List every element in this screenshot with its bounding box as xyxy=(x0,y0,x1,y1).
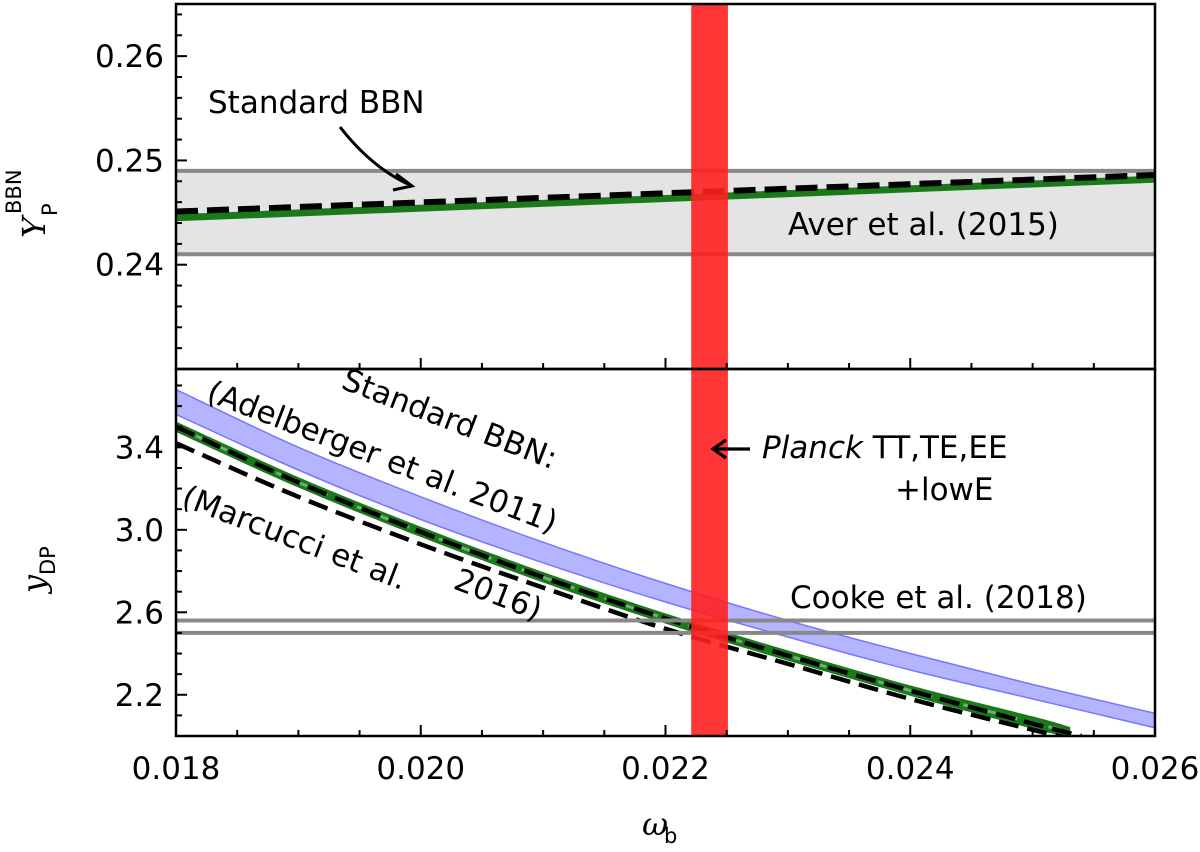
bottom-y-tick-label: 3.0 xyxy=(115,513,164,549)
marcucci-green-band xyxy=(176,421,1071,736)
standard-bbn-label: Standard BBN xyxy=(208,85,425,121)
top-ylabel-sup: BBN xyxy=(2,169,26,214)
bottom-ylabel: y DP xyxy=(15,546,60,595)
planck-arrow xyxy=(710,438,750,460)
bottom-y-tick-label: 3.4 xyxy=(115,430,164,466)
axes-layer: 0.24 0.25 0.26 2.2 2.6 3.0 3.4 0.018 0.020 0.022 0… xyxy=(95,2,1200,787)
top-ylabel-sub: P xyxy=(38,203,62,216)
standard-bbn-arrow xyxy=(338,126,411,187)
top-green-line xyxy=(176,175,1155,222)
top-ylabel: Y BBN P xyxy=(2,169,62,238)
bottom-y-tick-label: 2.2 xyxy=(115,678,164,714)
x-tick-label: 0.026 xyxy=(1111,751,1200,787)
bottom-ylabel-main: y xyxy=(15,574,53,595)
aver-label: Aver et al. (2015) xyxy=(788,207,1059,243)
x-tick-label: 0.020 xyxy=(376,751,465,787)
x-tick-label: 0.024 xyxy=(866,751,955,787)
standard-bbn-arrowhead xyxy=(392,172,416,192)
top-y-tick-label: 0.25 xyxy=(95,143,164,179)
x-tick-label: 0.018 xyxy=(132,751,221,787)
xlabel-sub: b xyxy=(664,824,677,848)
xlabel: ω b xyxy=(642,805,677,848)
planck-label-rest: TT,TE,EE xyxy=(863,430,1008,466)
planck-label-italic: Planck xyxy=(762,430,864,466)
green-band-center-dashes xyxy=(176,425,1070,734)
adelberger-blue-band xyxy=(176,388,1155,729)
planck-label-line2: +lowE xyxy=(895,472,994,508)
top-ylabel-main: Y xyxy=(15,214,53,238)
standard-bbn-dashed-line xyxy=(176,172,1155,215)
xlabel-main: ω xyxy=(642,805,668,843)
cooke-label: Cooke et al. (2018) xyxy=(790,580,1087,616)
planck-label-line1: Planck TT,TE,EE xyxy=(762,430,1008,466)
top-y-tick-label: 0.24 xyxy=(95,248,164,284)
x-tick-label: 0.022 xyxy=(621,751,710,787)
bottom-y-tick-label: 2.6 xyxy=(115,595,164,631)
top-y-tick-label: 0.26 xyxy=(95,39,164,75)
bottom-panel-plot-area xyxy=(176,388,1155,736)
bottom-ylabel-sub: DP xyxy=(36,546,60,575)
top-panel-plot-area xyxy=(176,168,1155,257)
